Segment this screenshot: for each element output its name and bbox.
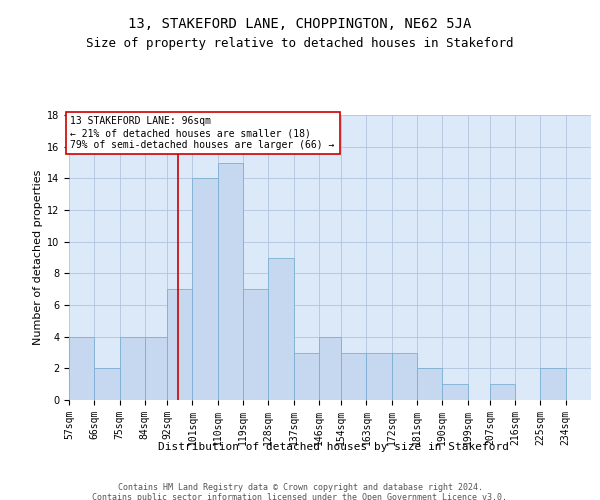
Bar — [119, 336, 145, 400]
Bar — [341, 352, 367, 400]
Bar — [268, 258, 293, 400]
Bar — [243, 289, 268, 400]
Bar — [167, 289, 193, 400]
Bar — [69, 336, 94, 400]
Bar — [541, 368, 566, 400]
Text: 13 STAKEFORD LANE: 96sqm
← 21% of detached houses are smaller (18)
79% of semi-d: 13 STAKEFORD LANE: 96sqm ← 21% of detach… — [70, 116, 335, 150]
Text: Distribution of detached houses by size in Stakeford: Distribution of detached houses by size … — [158, 442, 509, 452]
Bar — [145, 336, 167, 400]
Bar — [218, 162, 243, 400]
Text: 13, STAKEFORD LANE, CHOPPINGTON, NE62 5JA: 13, STAKEFORD LANE, CHOPPINGTON, NE62 5J… — [128, 18, 472, 32]
Text: Size of property relative to detached houses in Stakeford: Size of property relative to detached ho… — [86, 38, 514, 51]
Bar — [392, 352, 417, 400]
Bar — [94, 368, 119, 400]
Bar — [442, 384, 467, 400]
Text: Contains HM Land Registry data © Crown copyright and database right 2024.
Contai: Contains HM Land Registry data © Crown c… — [92, 482, 508, 500]
Bar — [293, 352, 319, 400]
Bar — [319, 336, 341, 400]
Y-axis label: Number of detached properties: Number of detached properties — [33, 170, 43, 345]
Bar — [417, 368, 442, 400]
Bar — [490, 384, 515, 400]
Bar — [367, 352, 392, 400]
Bar — [193, 178, 218, 400]
